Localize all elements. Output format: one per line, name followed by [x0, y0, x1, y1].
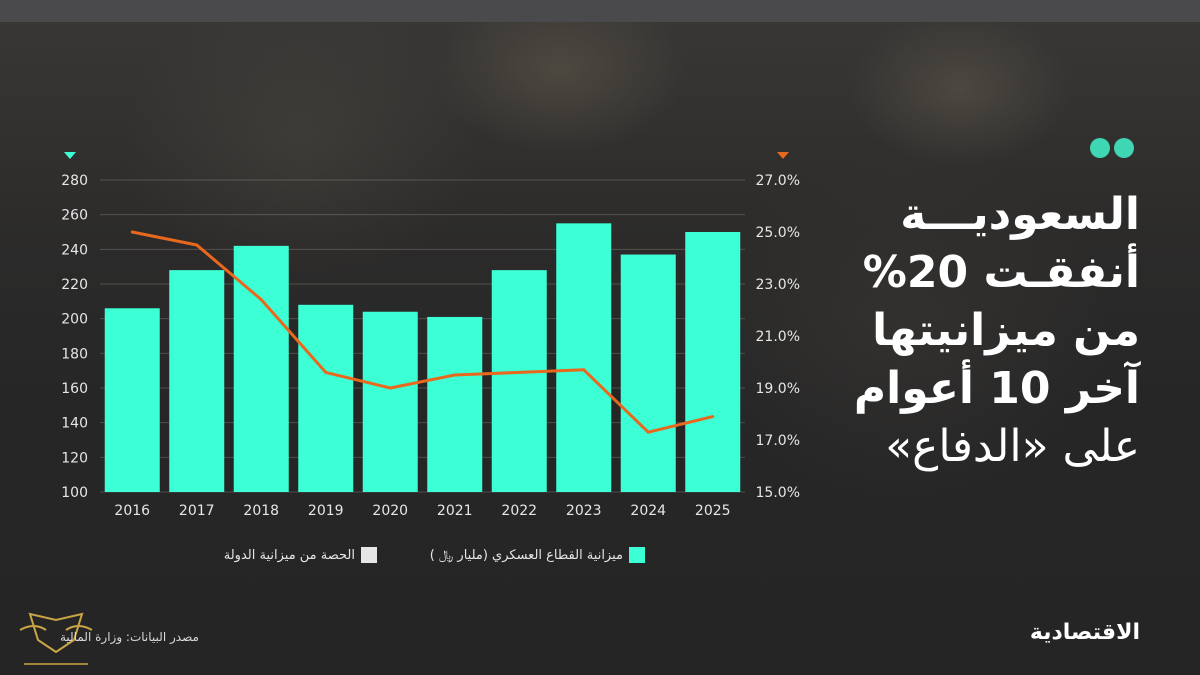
accent-dot: [1090, 138, 1110, 158]
x-axis-tick-label: 2021: [437, 503, 473, 519]
legend-label-budget: ميزانية القطاع العسكري (مليار ﷼ ): [429, 547, 623, 563]
x-axis-tick-label: 2016: [114, 503, 150, 519]
share-point-2021: [453, 373, 457, 377]
right-axis-tick-label: 21.0%: [756, 329, 800, 345]
share-point-2025: [711, 415, 715, 419]
bar-2019: [298, 304, 354, 492]
x-axis-tick-label: 2025: [695, 503, 731, 519]
headline: السعوديـــة أنفقـت 20% من ميزانيتها آخر …: [800, 186, 1140, 476]
left-axis-tick-label: 180: [61, 346, 88, 362]
accent-dot: [1114, 138, 1134, 158]
left-axis-tick-label: 220: [61, 277, 88, 293]
left-axis-tick-label: 100: [61, 485, 88, 501]
x-axis-tick-label: 2022: [501, 503, 537, 519]
x-axis-tick-label: 2017: [179, 503, 215, 519]
bar-2018: [233, 245, 289, 492]
headline-line-1: السعوديـــة: [900, 189, 1140, 240]
right-axis-tick-label: 23.0%: [756, 277, 800, 293]
bar-2022: [491, 270, 547, 492]
left-axis-tick-label: 260: [61, 208, 88, 224]
share-point-2017: [195, 243, 199, 247]
legend-swatch-budget: [629, 547, 645, 563]
share-point-2020: [388, 386, 392, 390]
headline-line-3: من ميزانيتها: [872, 305, 1140, 356]
bars: [104, 223, 741, 493]
legend: ميزانية القطاع العسكري (مليار ﷼ ) الحصة …: [215, 547, 645, 569]
left-axis-tick-label: 160: [61, 381, 88, 397]
bar-2016: [104, 308, 160, 492]
share-line: [131, 230, 714, 434]
right-axis-marker-icon: [777, 152, 789, 159]
bar-2017: [169, 270, 225, 492]
headline-line-2: أنفقـت 20%: [862, 247, 1140, 298]
left-axis-tick-label: 120: [61, 450, 88, 466]
left-axis-marker-icon: [64, 152, 76, 159]
x-axis-tick-label: 2024: [630, 503, 666, 519]
forum-seal-icon: [19, 612, 93, 665]
headline-line-4: آخر 10 أعوام: [853, 363, 1140, 414]
share-point-2019: [324, 370, 328, 374]
legend-label-share: الحصة من ميزانية الدولة: [223, 547, 355, 563]
right-axis-tick-label: 27.0%: [756, 173, 800, 189]
left-axis-tick-label: 280: [61, 173, 88, 189]
top-bar: [0, 0, 1200, 22]
x-axis-tick-label: 2020: [372, 503, 408, 519]
left-axis-tick-label: 240: [61, 242, 88, 258]
legend-swatch-share: [361, 547, 377, 563]
share-point-2023: [582, 368, 586, 372]
axis-ticks: 100 120 140 160 180 200 220 240 260 280 15.0% 17.0%…: [61, 173, 800, 519]
legend-item-budget: ميزانية القطاع العسكري (مليار ﷼ ): [430, 547, 645, 563]
bar-2025: [685, 232, 741, 492]
right-axis-tick-label: 17.0%: [756, 433, 800, 449]
share-point-2018: [259, 298, 263, 302]
share-point-2024: [646, 430, 650, 434]
x-axis-tick-label: 2018: [243, 503, 279, 519]
x-axis-tick-label: 2023: [566, 503, 602, 519]
share-point-2022: [517, 370, 521, 374]
legend-item-share: الحصة من ميزانية الدولة: [224, 547, 377, 563]
bar-2020: [362, 311, 418, 492]
x-axis-tick-label: 2019: [308, 503, 344, 519]
right-axis-tick-label: 25.0%: [756, 225, 800, 241]
headline-line-5: على «الدفاع»: [885, 421, 1140, 472]
data-source: مصدر البيانات: وزارة المالية: [60, 630, 199, 644]
bar-2024: [620, 254, 676, 492]
bar-2023: [556, 223, 612, 493]
share-point-2016: [130, 230, 134, 234]
right-axis-tick-label: 15.0%: [756, 485, 800, 501]
right-axis-tick-label: 19.0%: [756, 381, 800, 397]
share-line-series: [130, 230, 715, 434]
brand-logo: الاقتصادية: [1029, 620, 1140, 645]
bar-2021: [427, 316, 483, 492]
left-axis-tick-label: 200: [61, 312, 88, 328]
left-axis-tick-label: 140: [61, 416, 88, 432]
